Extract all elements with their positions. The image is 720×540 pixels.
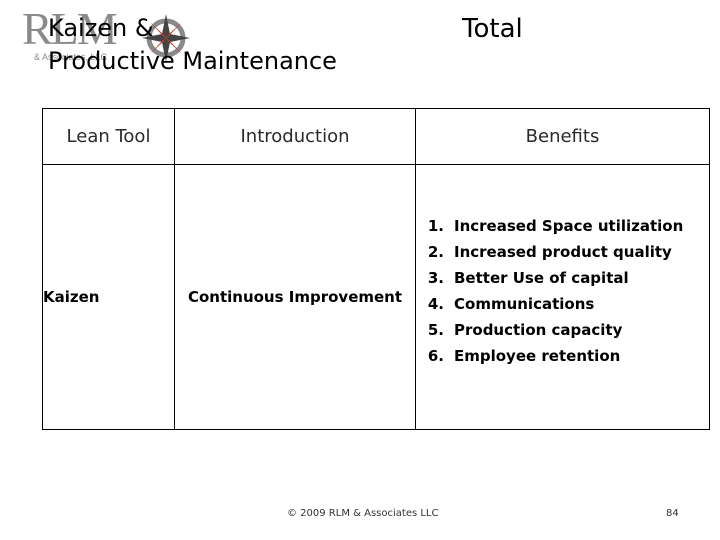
copyright-text: © 2009 RLM & Associates LLC [287,508,439,519]
list-item: 6. Employee retention [416,343,709,369]
table-header-row: Lean Tool Introduction Benefits [42,108,710,165]
list-item-number: 3. [427,269,444,287]
slide-title-line1: Kaizen & [48,14,154,42]
slide-title-right: Total [462,14,523,44]
list-item-number: 2. [427,243,444,261]
logo-wordmark: RLM [22,3,118,54]
header-benefits: Benefits [415,108,710,165]
compass-icon [142,14,190,62]
lean-tool-table: Lean Tool Introduction Benefits Kaizen C… [42,108,710,430]
list-item-number: 4. [427,295,444,313]
list-item-number: 1. [427,217,444,235]
list-item-text: Increased product quality [454,243,672,261]
list-item-text: Increased Space utilization [454,217,684,235]
logo-subtext: & Associates, LLC [34,52,108,62]
cell-introduction: Continuous Improvement [174,164,416,430]
list-item: 5. Production capacity [416,317,709,343]
list-item-text: Employee retention [454,347,621,365]
header-introduction: Introduction [174,108,416,165]
cell-benefits: 1. Increased Space utilization 2. Increase… [415,164,710,430]
list-item: 3. Better Use of capital [416,265,709,291]
list-item: 1. Increased Space utilization [416,213,709,239]
list-item-number: 5. [427,321,444,339]
slide-title-line2: Productive Maintenance [48,47,337,75]
cell-lean-tool: Kaizen [42,164,175,430]
list-item: 2. Increased product quality [416,239,709,265]
company-logo: RLM & Associates, LLC [22,3,190,66]
benefits-list: 1. Increased Space utilization 2. Increase… [416,213,709,369]
slide-title: Kaizen & Productive Maintenance [48,12,337,78]
list-item-text: Communications [454,295,595,313]
list-item: 4. Communications [416,291,709,317]
list-item-number: 6. [427,347,444,365]
header-lean-tool: Lean Tool [42,108,175,165]
list-item-text: Production capacity [454,321,623,339]
list-item-text: Better Use of capital [454,269,629,287]
table-row: Kaizen Continuous Improvement 1. Increase… [42,164,710,430]
page-number: 84 [666,508,679,519]
